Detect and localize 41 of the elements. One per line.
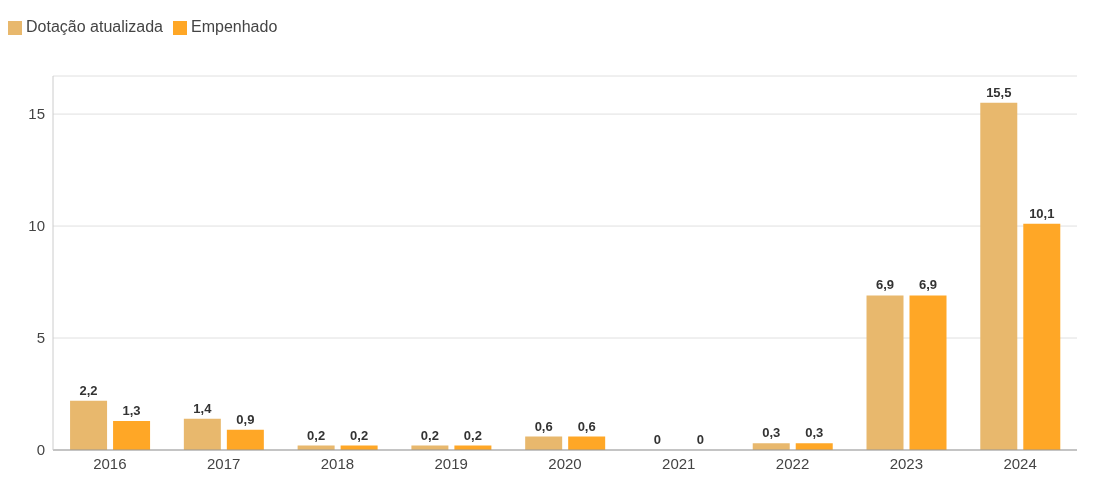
bar: [909, 295, 947, 450]
x-tick-label: 2021: [662, 454, 696, 472]
bar: [980, 102, 1018, 450]
x-tick-label: 2022: [775, 454, 810, 472]
x-tick-label: 2017: [206, 454, 241, 472]
data-label: 15,5: [986, 84, 1012, 100]
x-tick-label: 2023: [889, 454, 924, 472]
data-label: 0,2: [463, 427, 482, 443]
bar: [1023, 223, 1061, 450]
legend-label: Dotação atualizada: [26, 18, 163, 35]
legend-label: Empenhado: [190, 18, 278, 35]
data-label: 0,2: [420, 427, 439, 443]
data-label: 6,9: [918, 277, 938, 293]
bar: [70, 400, 108, 450]
data-label: 0: [653, 431, 662, 447]
data-label: 1,3: [122, 402, 141, 418]
data-label: 0,9: [236, 411, 255, 427]
x-tick-label: 2018: [320, 454, 355, 472]
data-label: 0,6: [534, 418, 553, 434]
data-label: 0,2: [307, 427, 326, 443]
bar: [866, 295, 904, 450]
bar: [226, 429, 264, 450]
y-tick-label: 0: [36, 441, 45, 459]
x-tick-label: 2016: [93, 454, 127, 472]
data-label: 0: [696, 431, 705, 447]
data-label: 0,3: [805, 425, 824, 441]
data-label: 6,9: [875, 277, 895, 293]
y-tick-label: 5: [36, 329, 45, 347]
bar: [113, 420, 151, 450]
y-tick-label: 10: [28, 217, 45, 235]
data-label: 1,4: [193, 400, 213, 416]
y-tick-label: 15: [28, 105, 45, 123]
data-label: 10,1: [1029, 205, 1055, 221]
x-tick-label: 2024: [1003, 454, 1037, 472]
data-label: 2,2: [79, 382, 98, 398]
data-label: 0,3: [762, 425, 781, 441]
data-label: 0,2: [350, 427, 369, 443]
bar: [183, 418, 221, 450]
x-tick-label: 2019: [434, 454, 468, 472]
data-label: 0,6: [577, 418, 596, 434]
x-tick-label: 2020: [548, 454, 582, 472]
